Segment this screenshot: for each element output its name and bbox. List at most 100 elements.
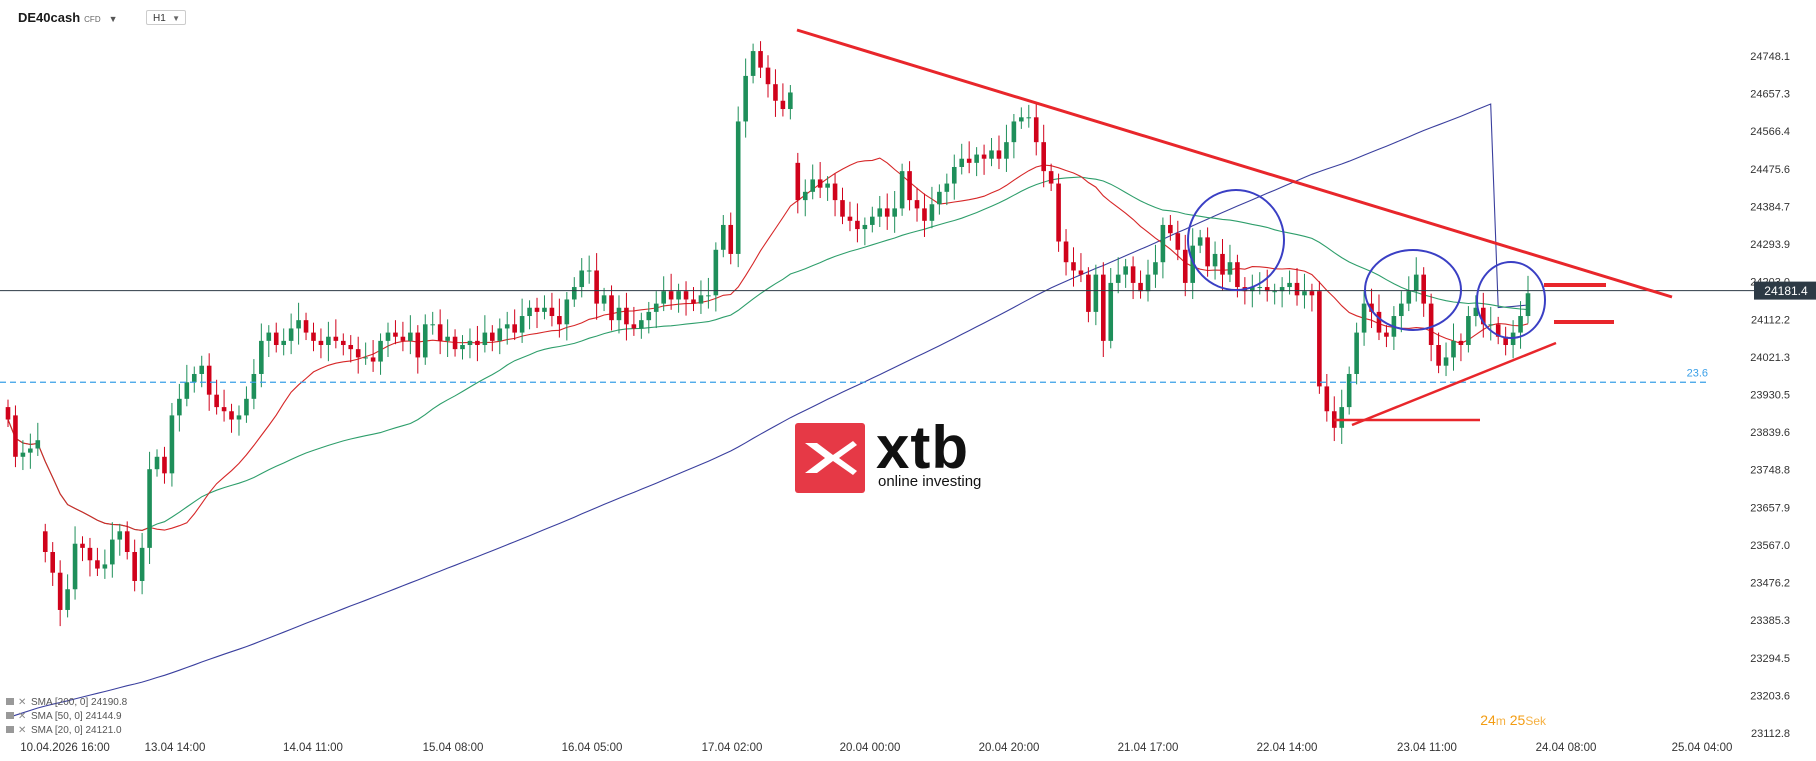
candle-body (348, 345, 354, 350)
candle-body (1153, 262, 1158, 275)
candle-body (1346, 373, 1352, 408)
countdown-seconds: 25 (1509, 712, 1526, 728)
candle-body (571, 287, 577, 300)
candle-body (1063, 241, 1069, 263)
candle-body (184, 382, 190, 399)
current-price-tag (1754, 281, 1816, 300)
candle-body (981, 154, 987, 159)
candle-body (467, 340, 473, 346)
indicator-settings-icon (6, 698, 14, 705)
candle-body (527, 307, 532, 317)
price-tick-label: 23385.3 (1750, 615, 1790, 627)
candle-body (1235, 262, 1240, 288)
price-tick-label: 23476.2 (1750, 578, 1790, 590)
indicator-settings-icon (6, 726, 14, 733)
candle-body (1384, 332, 1389, 337)
candle-body (1309, 291, 1315, 296)
candle-body (1287, 282, 1292, 288)
candle-body (691, 299, 696, 304)
candle-body (1272, 291, 1277, 293)
candle-body (720, 224, 726, 250)
candle-body (1205, 237, 1210, 267)
time-tick-label: 24.04 08:00 (1536, 742, 1597, 754)
time-tick-label: 21.04 17:00 (1118, 742, 1179, 754)
candle-body (862, 224, 868, 230)
price-tick-label: 23203.6 (1750, 690, 1790, 702)
candle-body (586, 270, 592, 272)
candle-body (1168, 224, 1173, 234)
candle-body (542, 307, 547, 312)
candle-body (340, 340, 346, 346)
candle-body (169, 415, 175, 474)
price-tick-label: 24021.3 (1750, 352, 1790, 364)
descending-trendline (796, 28, 1673, 299)
candle-body (408, 332, 413, 341)
candle-countdown: 24m 25Sek (1480, 712, 1546, 728)
candle-body (475, 340, 480, 346)
candle-body (355, 349, 361, 358)
candle-body (996, 150, 1002, 159)
candle-body (154, 456, 160, 470)
candle-body (1145, 274, 1151, 292)
candle-body (139, 547, 145, 581)
candle-body (1264, 287, 1270, 292)
brand-tagline: online investing (878, 473, 982, 490)
candle-body (534, 307, 540, 312)
candle-body (1257, 287, 1263, 289)
candle-body (892, 208, 897, 217)
candle-body (415, 332, 421, 358)
candle-body (825, 183, 830, 188)
chevron-down-icon: ▼ (172, 14, 180, 23)
candle-body (430, 324, 436, 326)
drawing-tools[interactable]: 23.6 (0, 28, 1756, 427)
candle-body (922, 208, 927, 221)
candle-body (951, 166, 957, 184)
time-tick-label: 22.04 14:00 (1257, 742, 1318, 754)
candle-body (1041, 142, 1046, 172)
time-tick-label: 10.04.2026 16:00 (20, 742, 110, 754)
timeframe-selector[interactable]: H1 ▼ (146, 10, 186, 25)
candle-body (303, 320, 309, 333)
indicator-remove-icon: ✕ (18, 697, 26, 708)
symbol-selector[interactable]: DE40cash CFD ▼ (18, 10, 118, 25)
candle-body (661, 291, 666, 304)
price-tick-label: 24475.6 (1750, 164, 1790, 176)
price-axis: 24748.1 24657.3 24566.4 24475.6 24384.7 24293… (1750, 51, 1816, 740)
candle-body (944, 183, 950, 192)
time-tick-label: 15.04 08:00 (423, 742, 484, 754)
candle-body (1294, 282, 1300, 296)
candle-body (80, 543, 85, 548)
candle-body (780, 100, 786, 110)
candle-body (743, 75, 748, 122)
candle-body (1488, 324, 1494, 326)
price-tick-label: 23112.8 (1751, 728, 1790, 740)
candle-body (683, 291, 689, 300)
candle-body (1078, 270, 1084, 275)
candle-body (698, 295, 704, 304)
candle-body (1108, 282, 1114, 341)
candle-body (490, 332, 495, 341)
candle-body (199, 365, 205, 374)
candle-body (251, 373, 257, 399)
candle-body (1376, 311, 1382, 333)
candle-body (966, 158, 972, 163)
price-tick-label: 23748.8 (1750, 465, 1790, 477)
candle-body (147, 469, 152, 548)
price-tick-label: 24657.3 (1750, 89, 1790, 101)
candle-body (713, 249, 719, 296)
candle-body (1473, 307, 1479, 317)
candle-body (810, 179, 816, 192)
indicator-legend[interactable]: ✕ SMA [200, 0] 24190.8 ✕ SMA [50, 0] 24144.… (6, 697, 128, 736)
candle-body (1480, 307, 1486, 325)
candle-body (750, 51, 756, 76)
indicator-legend-item: SMA [20, 0] 24121.0 (31, 725, 122, 736)
candle-body (452, 336, 458, 350)
candle-body (884, 208, 890, 217)
sma-20-path (7, 157, 1529, 531)
time-tick-label: 20.04 20:00 (979, 742, 1040, 754)
candle-body (929, 204, 935, 221)
candle-body (504, 324, 510, 329)
candle-body (422, 324, 428, 358)
candle-body (1406, 291, 1412, 304)
